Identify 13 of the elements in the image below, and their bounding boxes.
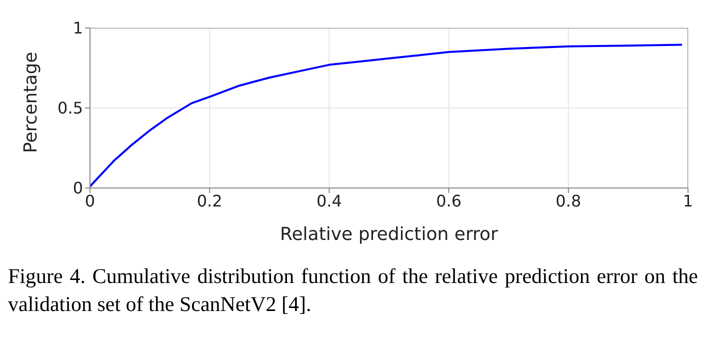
line-series — [90, 44, 684, 188]
y-tick-label: 0.5 — [58, 98, 83, 118]
x-tick-label: 0.8 — [556, 191, 582, 210]
x-tick-label: 0 — [84, 191, 96, 210]
x-tick-label: 0.4 — [316, 191, 342, 210]
caption: Figure 4. Cumulative distribution function of the relative prediction error on the validation set of the ScanNetV2 [4]. — [8, 263, 699, 318]
y-tick-label: 1 — [72, 18, 83, 38]
x-axis-title: Relative prediction error — [280, 224, 499, 245]
y-tick-label: 0 — [72, 178, 83, 198]
y-axis-title: Percentage — [20, 52, 42, 153]
x-tick-label: 0.6 — [436, 191, 462, 210]
x-tick-label: 1 — [682, 191, 694, 210]
x-tick-label: 0.2 — [196, 191, 222, 210]
